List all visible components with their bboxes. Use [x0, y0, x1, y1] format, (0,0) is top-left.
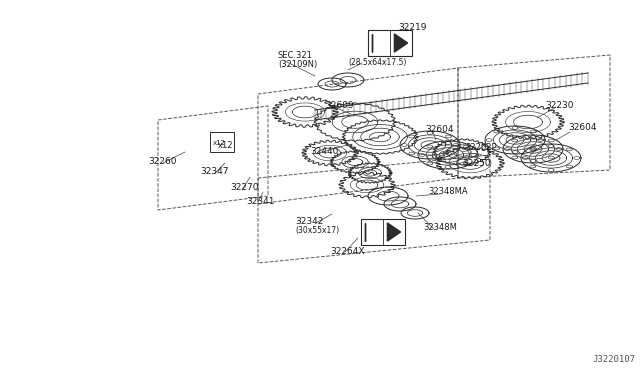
- Text: 32270: 32270: [230, 183, 259, 192]
- Polygon shape: [394, 34, 408, 52]
- Text: (32109N): (32109N): [278, 60, 317, 68]
- Text: 32342: 32342: [295, 218, 323, 227]
- Text: (30x55x17): (30x55x17): [295, 227, 339, 235]
- Text: SEC.321: SEC.321: [278, 51, 313, 61]
- Text: 32348MA: 32348MA: [428, 187, 468, 196]
- Text: 32341: 32341: [246, 196, 275, 205]
- Text: 32260: 32260: [148, 157, 177, 167]
- Text: 32230: 32230: [545, 100, 573, 109]
- Text: 32604: 32604: [425, 125, 454, 135]
- Text: 32604: 32604: [568, 124, 596, 132]
- Text: J3220107: J3220107: [592, 355, 635, 364]
- Text: 32348M: 32348M: [423, 224, 457, 232]
- Text: 32440: 32440: [310, 148, 339, 157]
- Text: 32250: 32250: [462, 158, 490, 167]
- Text: 32264X: 32264X: [330, 247, 365, 256]
- Text: 32262P: 32262P: [465, 144, 497, 153]
- Text: 32609: 32609: [325, 100, 354, 109]
- Bar: [361, 219, 405, 245]
- Text: x12: x12: [218, 141, 234, 150]
- Text: x12: x12: [212, 140, 225, 146]
- Bar: [368, 30, 412, 56]
- Polygon shape: [387, 223, 401, 241]
- Bar: [210, 132, 234, 152]
- Text: (28.5x64x17.5): (28.5x64x17.5): [348, 58, 406, 67]
- Text: 32347: 32347: [200, 167, 228, 176]
- Text: 32219: 32219: [398, 23, 426, 32]
